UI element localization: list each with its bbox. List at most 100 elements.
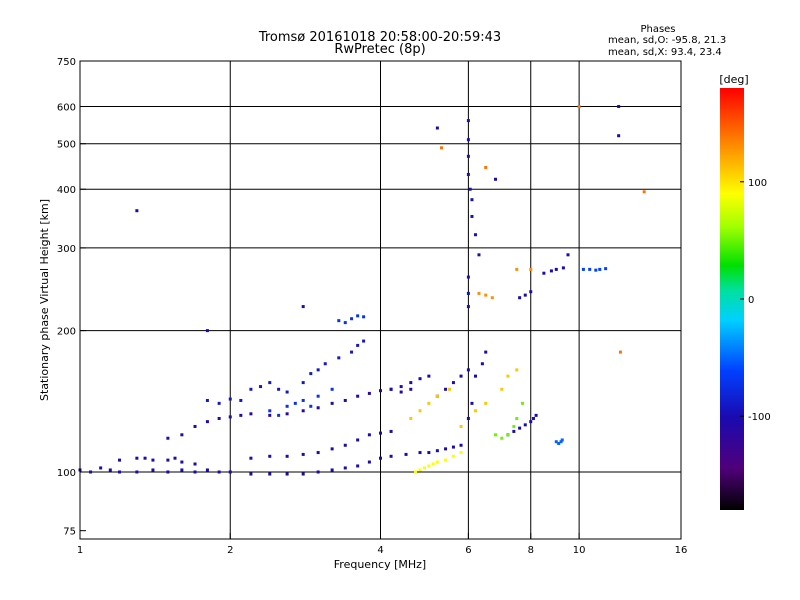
echo-point [473, 374, 477, 378]
echo-point [151, 468, 155, 472]
echo-point [484, 401, 488, 405]
echo-point [118, 470, 122, 474]
echo-point [268, 413, 272, 417]
echo-point [435, 394, 439, 398]
phase-stats-o-mode: mean, sd,O: -95.8, 21.3 [608, 35, 726, 46]
echo-point [531, 416, 535, 420]
echo-point [356, 394, 360, 398]
echo-point [293, 401, 297, 405]
echo-point [180, 460, 184, 464]
echo-point [418, 468, 422, 472]
echo-point [529, 267, 533, 271]
echo-point [217, 401, 221, 405]
echo-point [594, 268, 598, 272]
echo-point [356, 438, 360, 442]
echo-point [413, 470, 417, 474]
echo-point [451, 381, 455, 385]
echo-point [268, 454, 272, 458]
echo-point [367, 460, 371, 464]
echo-point [389, 429, 393, 433]
echo-point [598, 267, 602, 271]
echo-point [470, 401, 474, 405]
x-tick-label: 16 [675, 545, 688, 556]
echo-point [301, 381, 305, 385]
echo-point [427, 464, 431, 468]
echo-point [301, 452, 305, 456]
echo-point [205, 398, 209, 402]
echo-point [268, 472, 272, 476]
echo-point [477, 291, 481, 295]
echo-point [466, 119, 470, 123]
echo-point [356, 464, 360, 468]
echo-point [523, 293, 527, 297]
echo-point [617, 134, 621, 138]
echo-point [404, 452, 408, 456]
echo-point [500, 387, 504, 391]
echo-point [466, 416, 470, 420]
echo-point [618, 350, 622, 354]
echo-point [309, 372, 313, 376]
echo-point [330, 447, 334, 451]
y-tick-label: 200 [57, 327, 76, 338]
echo-point [356, 314, 360, 318]
echo-point [379, 456, 382, 460]
echo-point [642, 190, 646, 194]
echo-point [459, 443, 463, 447]
echo-point [500, 436, 504, 440]
echo-point [484, 165, 488, 169]
echo-point [379, 431, 382, 435]
echo-point [554, 440, 558, 444]
echo-point [549, 269, 553, 273]
echo-point [166, 470, 170, 474]
echo-point [343, 321, 347, 325]
echo-point [166, 436, 170, 440]
colorbar-tick-label: -100 [748, 412, 771, 423]
echo-point [515, 368, 519, 372]
echo-point [515, 416, 519, 420]
echo-point [435, 460, 439, 464]
echo-point [560, 438, 564, 442]
echo-point [239, 398, 243, 402]
y-tick-label: 100 [57, 468, 76, 479]
echo-point [435, 126, 439, 130]
echo-point [515, 267, 519, 271]
echo-point [418, 377, 422, 381]
echo-point [268, 381, 272, 385]
echo-point [239, 413, 243, 417]
echo-point [427, 401, 431, 405]
echo-point [330, 387, 334, 391]
echo-point [285, 390, 289, 394]
echo-point [473, 409, 477, 413]
y-axis-label: Stationary phase Virtual Height [km] [38, 199, 51, 401]
x-tick-label: 8 [528, 545, 534, 556]
echo-point [484, 350, 488, 354]
echo-point [301, 409, 305, 413]
echo-point [301, 305, 305, 309]
echo-point [561, 266, 565, 270]
echo-point [399, 390, 403, 394]
echo-point [448, 387, 452, 391]
data-points [78, 105, 646, 476]
echo-point [173, 456, 177, 460]
echo-point [435, 449, 439, 453]
chart-subtitle: RwPretec (8p) [334, 42, 425, 57]
echo-point [466, 305, 470, 309]
echo-point [350, 350, 354, 354]
echo-point [205, 420, 209, 424]
echo-point [466, 172, 470, 176]
echo-point [480, 362, 484, 366]
echo-point [494, 177, 498, 181]
echo-point [459, 424, 463, 428]
x-tick-label: 2 [227, 545, 233, 556]
echo-point [581, 267, 585, 271]
y-tick-label: 300 [57, 244, 76, 255]
echo-point [422, 466, 426, 470]
echo-point [362, 315, 366, 319]
echo-point [249, 472, 253, 476]
echo-point [285, 404, 289, 408]
echo-point [512, 424, 516, 428]
echo-point [542, 271, 546, 275]
echo-point [459, 374, 463, 378]
echo-point [451, 445, 455, 449]
